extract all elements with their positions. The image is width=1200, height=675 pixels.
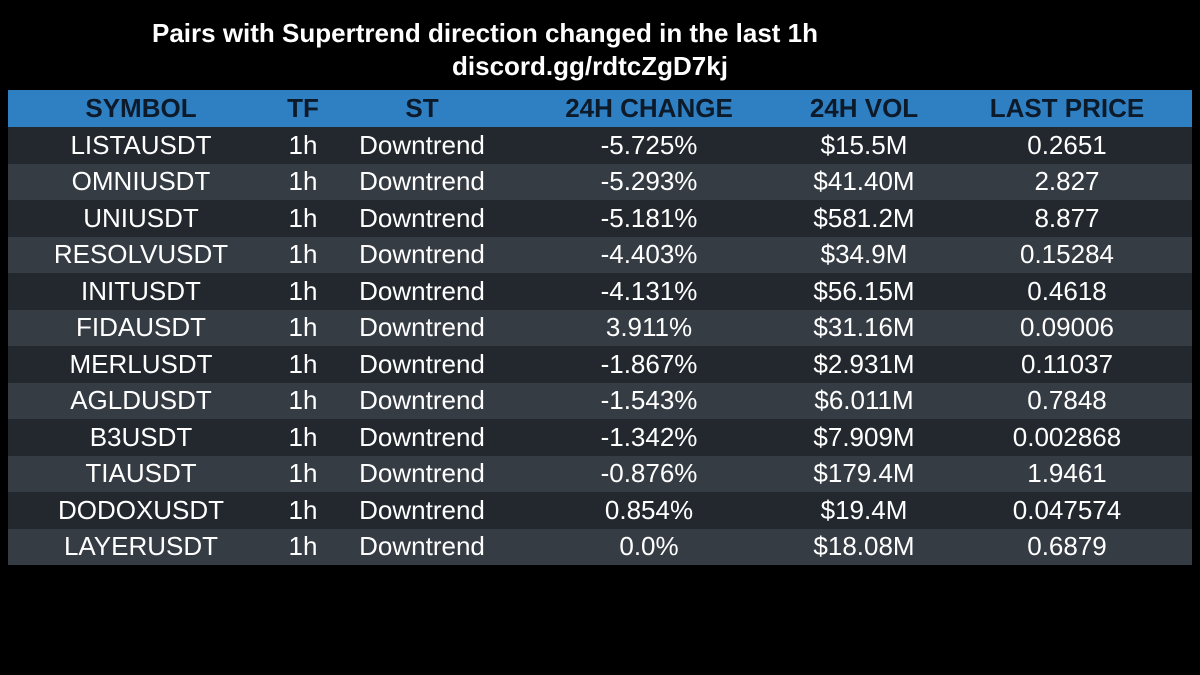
table-body: LISTAUSDT 1h Downtrend -5.725% $15.5M 0.2651 O…	[8, 127, 1192, 565]
volume-24h-cell: $18.08M	[786, 528, 942, 565]
symbol-cell: DODOXUSDT	[8, 492, 274, 529]
change-24h-cell: -5.293%	[512, 163, 786, 200]
timeframe-cell: 1h	[274, 346, 332, 383]
volume-24h-cell: $41.40M	[786, 163, 942, 200]
volume-24h-cell: $581.2M	[786, 200, 942, 237]
timeframe-cell: 1h	[274, 236, 332, 273]
volume-24h-cell: $56.15M	[786, 273, 942, 310]
symbol-cell: B3USDT	[8, 419, 274, 456]
timeframe-cell: 1h	[274, 163, 332, 200]
volume-24h-cell: $6.011M	[786, 382, 942, 419]
column-header-last-price: LAST PRICE	[942, 90, 1192, 127]
change-24h-cell: -1.543%	[512, 382, 786, 419]
last-price-cell: 0.7848	[942, 382, 1192, 419]
symbol-cell: UNIUSDT	[8, 200, 274, 237]
volume-24h-cell: $19.4M	[786, 492, 942, 529]
timeframe-cell: 1h	[274, 382, 332, 419]
supertrend-cell: Downtrend	[332, 528, 512, 565]
symbol-cell: AGLDUSDT	[8, 382, 274, 419]
change-24h-cell: -4.403%	[512, 236, 786, 273]
column-header-tf: TF	[274, 90, 332, 127]
supertrend-cell: Downtrend	[332, 200, 512, 237]
timeframe-cell: 1h	[274, 127, 332, 164]
table-header: SYMBOL TF ST 24H CHANGE 24H VOL LAST PRI…	[8, 90, 1192, 127]
last-price-cell: 2.827	[942, 163, 1192, 200]
supertrend-cell: Downtrend	[332, 309, 512, 346]
symbol-cell: FIDAUSDT	[8, 309, 274, 346]
page-title: Pairs with Supertrend direction changed …	[152, 18, 819, 48]
supertrend-cell: Downtrend	[332, 236, 512, 273]
volume-24h-cell: $2.931M	[786, 346, 942, 383]
change-24h-cell: -5.725%	[512, 127, 786, 164]
symbol-cell: MERLUSDT	[8, 346, 274, 383]
table-row: TIAUSDT 1h Downtrend -0.876% $179.4M 1.9461	[8, 455, 1192, 492]
change-24h-cell: 3.911%	[512, 309, 786, 346]
symbol-cell: TIAUSDT	[8, 455, 274, 492]
timeframe-cell: 1h	[274, 419, 332, 456]
last-price-cell: 0.09006	[942, 309, 1192, 346]
supertrend-cell: Downtrend	[332, 492, 512, 529]
table-row: INITUSDT 1h Downtrend -4.131% $56.15M 0.4618	[8, 273, 1192, 310]
column-header-symbol: SYMBOL	[8, 90, 274, 127]
supertrend-cell: Downtrend	[332, 163, 512, 200]
supertrend-cell: Downtrend	[332, 346, 512, 383]
volume-24h-cell: $31.16M	[786, 309, 942, 346]
symbol-cell: LAYERUSDT	[8, 528, 274, 565]
timeframe-cell: 1h	[274, 455, 332, 492]
volume-24h-cell: $179.4M	[786, 455, 942, 492]
table-row: RESOLVUSDT 1h Downtrend -4.403% $34.9M 0.1528…	[8, 236, 1192, 273]
header-row: SYMBOL TF ST 24H CHANGE 24H VOL LAST PRI…	[8, 90, 1192, 127]
last-price-cell: 8.877	[942, 200, 1192, 237]
timeframe-cell: 1h	[274, 273, 332, 310]
last-price-cell: 0.11037	[942, 346, 1192, 383]
table-row: UNIUSDT 1h Downtrend -5.181% $581.2M 8.877	[8, 200, 1192, 237]
supertrend-pairs-table: SYMBOL TF ST 24H CHANGE 24H VOL LAST PRI…	[8, 90, 1192, 565]
change-24h-cell: 0.854%	[512, 492, 786, 529]
timeframe-cell: 1h	[274, 200, 332, 237]
last-price-cell: 0.047574	[942, 492, 1192, 529]
timeframe-cell: 1h	[274, 492, 332, 529]
volume-24h-cell: $34.9M	[786, 236, 942, 273]
table-row: DODOXUSDT 1h Downtrend 0.854% $19.4M 0.047574	[8, 492, 1192, 529]
supertrend-cell: Downtrend	[332, 455, 512, 492]
table-row: LISTAUSDT 1h Downtrend -5.725% $15.5M 0.2651	[8, 127, 1192, 164]
change-24h-cell: -0.876%	[512, 455, 786, 492]
table-row: B3USDT 1h Downtrend -1.342% $7.909M 0.002868	[8, 419, 1192, 456]
discord-link: discord.gg/rdtcZgD7kj	[452, 51, 728, 81]
volume-24h-cell: $15.5M	[786, 127, 942, 164]
timeframe-cell: 1h	[274, 528, 332, 565]
table-row: MERLUSDT 1h Downtrend -1.867% $2.931M 0.11037	[8, 346, 1192, 383]
supertrend-cell: Downtrend	[332, 382, 512, 419]
change-24h-cell: 0.0%	[512, 528, 786, 565]
change-24h-cell: -5.181%	[512, 200, 786, 237]
table-row: LAYERUSDT 1h Downtrend 0.0% $18.08M 0.6879	[8, 528, 1192, 565]
column-header-24h-vol: 24H VOL	[786, 90, 942, 127]
supertrend-cell: Downtrend	[332, 127, 512, 164]
table-row: OMNIUSDT 1h Downtrend -5.293% $41.40M 2.827	[8, 163, 1192, 200]
change-24h-cell: -4.131%	[512, 273, 786, 310]
last-price-cell: 0.4618	[942, 273, 1192, 310]
table-row: FIDAUSDT 1h Downtrend 3.911% $31.16M 0.09006	[8, 309, 1192, 346]
last-price-cell: 0.002868	[942, 419, 1192, 456]
last-price-cell: 1.9461	[942, 455, 1192, 492]
column-header-24h-change: 24H CHANGE	[512, 90, 786, 127]
last-price-cell: 0.15284	[942, 236, 1192, 273]
symbol-cell: OMNIUSDT	[8, 163, 274, 200]
table-row: AGLDUSDT 1h Downtrend -1.543% $6.011M 0.7848	[8, 382, 1192, 419]
last-price-cell: 0.6879	[942, 528, 1192, 565]
supertrend-cell: Downtrend	[332, 419, 512, 456]
symbol-cell: RESOLVUSDT	[8, 236, 274, 273]
supertrend-cell: Downtrend	[332, 273, 512, 310]
timeframe-cell: 1h	[274, 309, 332, 346]
change-24h-cell: -1.342%	[512, 419, 786, 456]
change-24h-cell: -1.867%	[512, 346, 786, 383]
last-price-cell: 0.2651	[942, 127, 1192, 164]
symbol-cell: LISTAUSDT	[8, 127, 274, 164]
symbol-cell: INITUSDT	[8, 273, 274, 310]
volume-24h-cell: $7.909M	[786, 419, 942, 456]
column-header-st: ST	[332, 90, 512, 127]
